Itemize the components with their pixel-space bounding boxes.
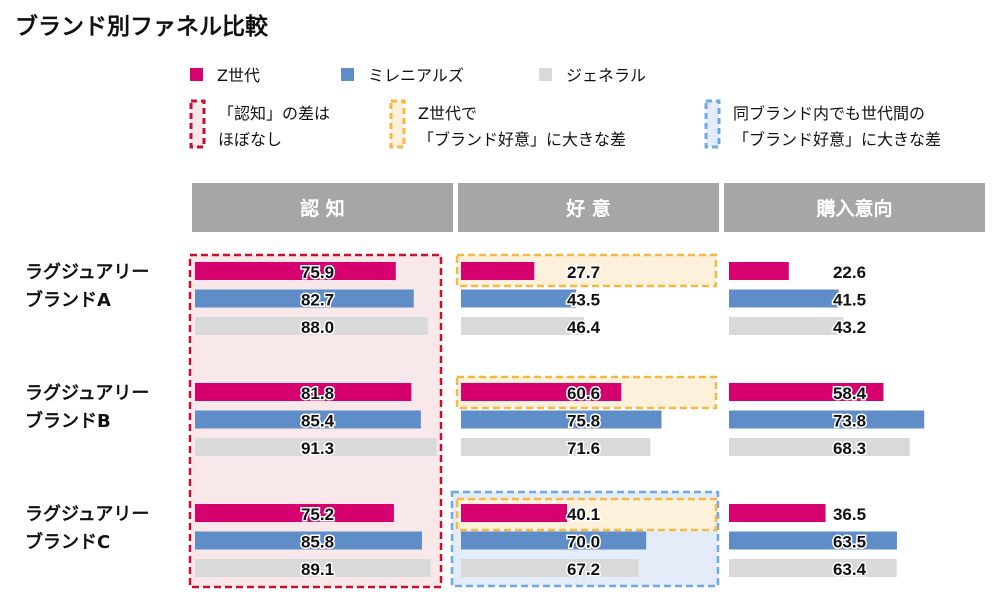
data-label: 85.4	[301, 412, 335, 431]
highlight-box-genz-favor	[455, 253, 718, 288]
bar	[729, 438, 910, 456]
bar	[195, 531, 422, 550]
bar	[195, 262, 396, 280]
data-label: 41.5	[833, 291, 866, 310]
data-label: 75.9	[301, 263, 334, 282]
data-label: 40.1	[567, 505, 600, 524]
brand-label: ブランドB	[25, 410, 111, 432]
data-label: 70.0	[567, 533, 600, 552]
data-label: 73.8	[833, 412, 866, 431]
brand-label: ブランドC	[25, 531, 110, 553]
brand-label: ブランドA	[25, 289, 111, 311]
legend-swatch	[539, 68, 552, 81]
bar	[195, 438, 437, 456]
data-label: 63.4	[833, 560, 867, 579]
legend-swatch	[341, 68, 354, 81]
legend-swatch	[190, 68, 203, 81]
stage-header	[724, 183, 985, 232]
bar	[461, 531, 647, 550]
stage-header	[192, 183, 453, 232]
legend-label: ジェネラル	[566, 66, 646, 85]
annotation-text: 「ブランド好意」に大きな差	[418, 130, 626, 149]
data-label: 43.2	[833, 318, 866, 337]
data-label: 71.6	[567, 439, 600, 458]
annotation-swatch	[704, 99, 721, 149]
data-label: 85.8	[301, 533, 334, 552]
bar	[461, 504, 568, 522]
bar	[729, 317, 844, 335]
data-label: 82.7	[301, 291, 334, 310]
bar	[195, 289, 414, 308]
data-label: 27.7	[567, 263, 600, 282]
stage-header-label: 購入意向	[816, 197, 892, 220]
brand-label: ラグジュアリー	[25, 503, 149, 525]
data-label: 46.4	[567, 318, 601, 337]
data-label: 75.8	[567, 412, 600, 431]
bar	[461, 559, 639, 577]
data-label: 22.6	[833, 263, 866, 282]
data-label: 60.6	[567, 384, 600, 403]
data-label: 43.5	[567, 291, 600, 310]
bar	[461, 383, 622, 401]
data-label: 75.2	[301, 505, 334, 524]
stage-header-label: 好 意	[565, 197, 611, 220]
annotation-text: ほぼなし	[218, 130, 282, 149]
data-label: 58.4	[833, 384, 867, 403]
annotation-swatch	[189, 99, 206, 149]
data-label: 88.0	[301, 318, 334, 337]
legend-label: Z世代	[217, 66, 260, 85]
legend-label: ミレニアルズ	[368, 66, 464, 85]
data-label: 67.2	[567, 560, 600, 579]
bar	[461, 410, 662, 429]
bar	[195, 383, 412, 401]
bar	[195, 317, 428, 335]
bar	[195, 410, 421, 429]
bar	[729, 383, 884, 401]
bar	[461, 289, 577, 308]
annotation-text: 同ブランド内でも世代間の	[733, 104, 925, 123]
bar	[729, 262, 789, 280]
chart-title: ブランド別ファネル比較	[15, 13, 269, 40]
bar	[195, 559, 431, 577]
bar	[461, 438, 651, 456]
annotation-text: Z世代で	[418, 104, 477, 123]
bar	[729, 559, 897, 577]
data-label: 68.3	[833, 439, 866, 458]
bar	[461, 262, 535, 280]
bar	[461, 317, 584, 335]
annotation-swatch	[389, 99, 406, 149]
bar	[729, 410, 925, 429]
data-label: 89.1	[301, 560, 334, 579]
brand-label: ラグジュアリー	[25, 261, 149, 283]
bar	[729, 289, 839, 308]
annotation-text: 「ブランド好意」に大きな差	[733, 130, 941, 149]
stage-header	[458, 183, 719, 232]
data-label: 36.5	[833, 505, 866, 524]
data-label: 81.8	[301, 384, 334, 403]
brand-label: ラグジュアリー	[25, 382, 149, 404]
annotation-text: 「認知」の差は	[218, 104, 330, 123]
data-label: 63.5	[833, 533, 866, 552]
bar	[195, 504, 394, 522]
stage-header-label: 認 知	[300, 197, 345, 220]
data-label: 91.3	[301, 439, 334, 458]
bar	[729, 531, 897, 550]
bar	[729, 504, 826, 522]
